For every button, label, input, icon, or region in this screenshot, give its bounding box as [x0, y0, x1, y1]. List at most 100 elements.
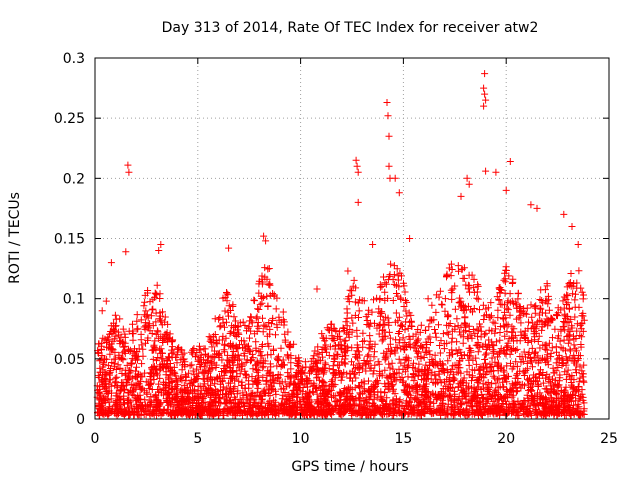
- y-tick-label: 0.1: [63, 292, 85, 308]
- data-point: [152, 404, 160, 411]
- data-point: [455, 393, 463, 400]
- data-point: [252, 399, 260, 407]
- data-point: [456, 294, 464, 302]
- data-point: [579, 312, 587, 320]
- data-point: [414, 326, 422, 333]
- data-point: [154, 328, 162, 336]
- data-point: [230, 399, 238, 407]
- data-point: [180, 355, 188, 363]
- data-point: [566, 354, 574, 362]
- data-point: [382, 354, 390, 362]
- data-point: [564, 292, 572, 300]
- data-point: [295, 397, 303, 405]
- data-point: [448, 289, 456, 297]
- data-point: [273, 294, 281, 302]
- data-point: [499, 383, 507, 391]
- data-point: [321, 359, 329, 367]
- data-point: [513, 345, 521, 353]
- data-point: [366, 332, 374, 340]
- data-point: [457, 348, 465, 356]
- data-point: [383, 99, 391, 106]
- data-point: [282, 408, 290, 416]
- data-point: [521, 334, 529, 342]
- data-point: [422, 388, 430, 396]
- data-point: [173, 359, 181, 367]
- data-point: [355, 402, 363, 410]
- data-point: [231, 352, 239, 360]
- data-point: [388, 347, 396, 355]
- data-point: [520, 330, 528, 338]
- data-point: [279, 356, 287, 364]
- data-point: [413, 353, 421, 361]
- data-point: [521, 382, 528, 390]
- data-point: [336, 388, 344, 396]
- data-point: [488, 338, 496, 346]
- data-point: [99, 363, 107, 371]
- data-point: [516, 337, 524, 345]
- data-point: [277, 385, 285, 393]
- data-point: [360, 357, 368, 364]
- data-point: [385, 360, 393, 368]
- data-point: [448, 295, 456, 303]
- data-point: [291, 403, 299, 411]
- data-point: [371, 361, 379, 369]
- data-point: [207, 336, 215, 344]
- data-point: [492, 379, 500, 387]
- data-point: [336, 328, 344, 336]
- data-point: [365, 306, 373, 314]
- data-point: [136, 382, 144, 390]
- data-point: [458, 304, 465, 312]
- data-point: [439, 403, 447, 411]
- data-point: [460, 264, 468, 272]
- data-point: [259, 387, 267, 395]
- data-point: [119, 349, 127, 357]
- data-point: [287, 359, 295, 367]
- data-point: [471, 398, 479, 406]
- data-point: [155, 380, 163, 388]
- data-point: [436, 287, 444, 295]
- data-point: [389, 396, 397, 404]
- data-point: [223, 297, 231, 305]
- data-point: [133, 395, 141, 403]
- data-point: [570, 357, 578, 365]
- data-point: [385, 272, 393, 280]
- data-point: [359, 343, 367, 351]
- data-point: [318, 349, 326, 356]
- data-point: [554, 364, 562, 371]
- data-point: [136, 371, 144, 379]
- data-point: [536, 344, 544, 352]
- data-point: [229, 303, 237, 310]
- data-point: [512, 299, 520, 307]
- data-point: [121, 330, 129, 338]
- data-point: [500, 394, 508, 401]
- data-point: [261, 273, 269, 281]
- data-point: [398, 321, 406, 329]
- data-point: [138, 402, 146, 410]
- data-point: [303, 390, 311, 398]
- data-point: [379, 327, 386, 334]
- data-point: [320, 367, 328, 375]
- data-point: [427, 398, 435, 406]
- data-point: [95, 403, 103, 410]
- data-point: [99, 382, 107, 390]
- data-point: [562, 375, 570, 383]
- data-point: [472, 354, 480, 362]
- data-point: [510, 402, 518, 410]
- data-point: [169, 367, 177, 375]
- data-point: [348, 287, 355, 295]
- data-point: [166, 372, 174, 380]
- data-point: [133, 317, 141, 325]
- data-point: [223, 289, 230, 296]
- data-point: [494, 396, 502, 404]
- data-point: [482, 380, 490, 388]
- data-point: [121, 342, 129, 350]
- data-point: [453, 397, 461, 405]
- data-point: [473, 294, 481, 302]
- data-point: [263, 332, 271, 340]
- data-point: [219, 332, 227, 340]
- data-point: [580, 291, 587, 299]
- data-point: [188, 361, 196, 369]
- data-point: [537, 305, 545, 313]
- data-point: [258, 352, 266, 360]
- data-point: [244, 324, 252, 332]
